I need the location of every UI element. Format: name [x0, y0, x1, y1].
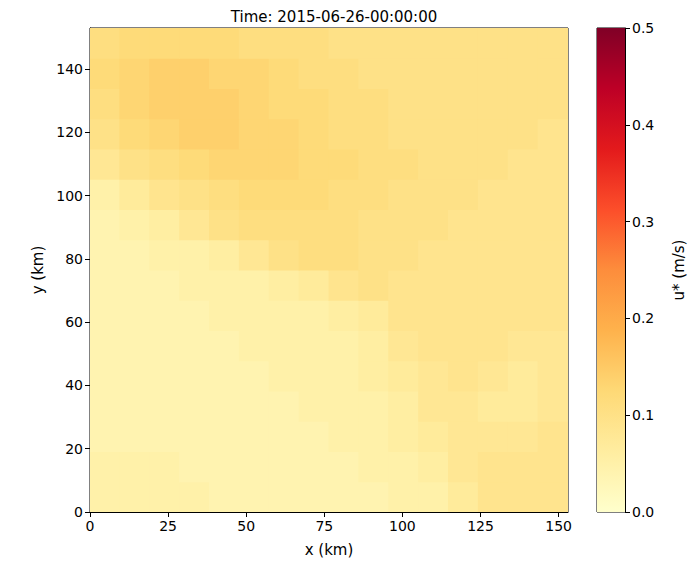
svg-text:150: 150 — [545, 518, 572, 534]
svg-text:80: 80 — [65, 251, 83, 267]
svg-text:0.4: 0.4 — [632, 117, 654, 133]
svg-text:0: 0 — [86, 518, 95, 534]
svg-text:0.2: 0.2 — [632, 310, 654, 326]
svg-text:100: 100 — [389, 518, 416, 534]
svg-text:20: 20 — [65, 441, 83, 457]
svg-text:125: 125 — [467, 518, 494, 534]
svg-text:120: 120 — [56, 124, 83, 140]
svg-text:0.0: 0.0 — [632, 504, 654, 520]
svg-text:0.3: 0.3 — [632, 214, 654, 230]
svg-text:50: 50 — [237, 518, 255, 534]
svg-text:Time: 2015-06-26-00:00:00: Time: 2015-06-26-00:00:00 — [230, 8, 437, 26]
svg-text:140: 140 — [56, 61, 83, 77]
svg-text:25: 25 — [159, 518, 177, 534]
svg-text:100: 100 — [56, 188, 83, 204]
svg-text:0.5: 0.5 — [632, 20, 654, 36]
svg-text:0: 0 — [74, 504, 83, 520]
svg-text:0.1: 0.1 — [632, 407, 654, 423]
svg-text:60: 60 — [65, 314, 83, 330]
svg-text:x (km): x (km) — [305, 541, 354, 559]
svg-text:u* (m/s): u* (m/s) — [670, 240, 688, 301]
svg-text:40: 40 — [65, 377, 83, 393]
svg-text:75: 75 — [315, 518, 333, 534]
svg-text:y (km): y (km) — [29, 246, 47, 295]
